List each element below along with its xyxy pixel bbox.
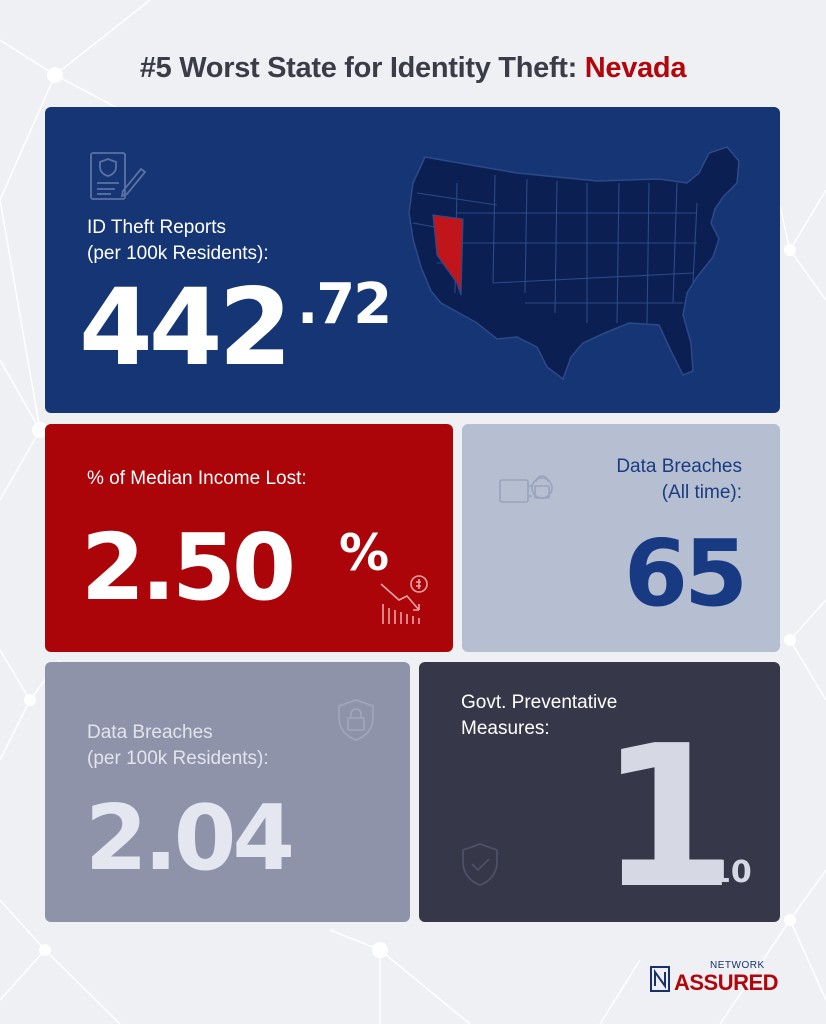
page-title: #5 Worst State for Identity Theft: Nevad… [139,52,687,84]
breaches-all-label: Data Breaches (All time): [616,456,742,503]
us-map [408,146,740,381]
logo-small-text: NETWORK [710,960,765,971]
income-lost-card: % of Median Income Lost: 2.50 % [45,424,453,652]
govt-measures-label: Govt. Preventative Measures: [461,692,618,739]
network-assured-logo: NETWORK ASSURED [650,960,790,1000]
padlock-icon [499,475,553,503]
breaches-per-label: Data Breaches (per 100k Residents): [87,722,269,769]
logo-big-text: ASSURED [674,970,779,995]
govt-measures-card: Govt. Preventative Measures: 1 /10 [419,662,780,922]
income-lost-unit: % [339,524,390,582]
us-map-outline [408,146,740,381]
id-theft-decimal: .72 [297,272,392,337]
report-document-icon [90,152,147,200]
breaches-all-value: 65 [623,520,748,627]
nevada-state [432,214,464,296]
falling-chart-icon [380,575,428,624]
id-theft-card: ID Theft Reports (per 100k Residents): 4… [45,107,780,413]
breaches-per-value: 2.04 [85,786,295,891]
shield-lock-icon [338,699,374,741]
income-lost-value: 2.50 [81,514,296,621]
breaches-per-card: Data Breaches (per 100k Residents): 2.04 [45,662,410,922]
breaches-all-card: Data Breaches (All time): 65 [462,424,780,652]
id-theft-label: ID Theft Reports (per 100k Residents): [87,217,269,264]
shield-check-icon [462,843,498,886]
govt-measures-value: 1 [599,704,736,922]
id-theft-value: 442 [79,266,292,389]
logo-mark-icon [650,966,670,992]
state-name: Nevada [584,52,687,84]
income-lost-label: % of Median Income Lost: [87,468,307,489]
govt-measures-out-of: /10 [699,855,752,890]
